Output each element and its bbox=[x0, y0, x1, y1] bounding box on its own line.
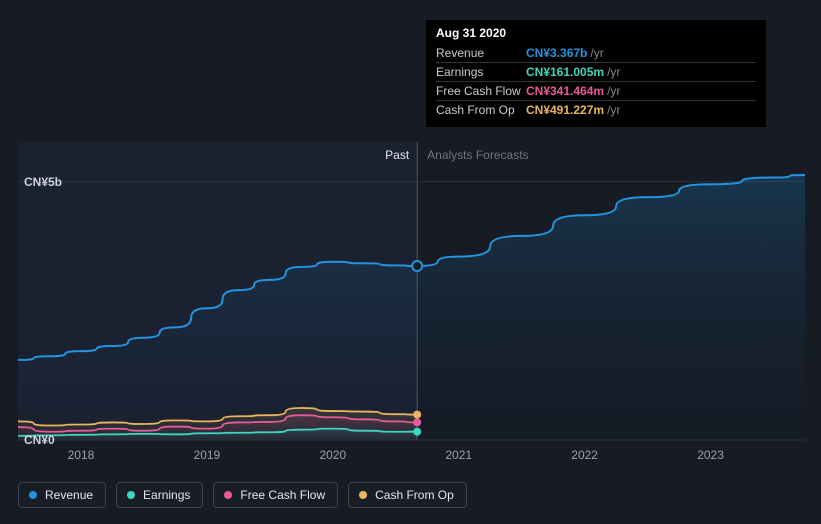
tooltip-row: Cash From OpCN¥491.227m/yr bbox=[436, 101, 756, 119]
legend-swatch-icon bbox=[359, 491, 367, 499]
end-dot-earnings[interactable] bbox=[413, 428, 421, 436]
y-axis-label: CN¥5b bbox=[24, 175, 62, 189]
x-axis-label: 2018 bbox=[68, 448, 95, 462]
legend-item-revenue[interactable]: Revenue bbox=[18, 482, 106, 508]
chart-legend: Revenue Earnings Free Cash Flow Cash From O… bbox=[18, 482, 467, 508]
region-label-past: Past bbox=[385, 148, 409, 162]
legend-item-free_cash_flow[interactable]: Free Cash Flow bbox=[213, 482, 338, 508]
tooltip-date: Aug 31 2020 bbox=[436, 26, 756, 40]
tooltip-row-value: CN¥3.367b bbox=[526, 46, 587, 60]
tooltip-row: Free Cash FlowCN¥341.464m/yr bbox=[436, 82, 756, 101]
x-axis-label: 2022 bbox=[571, 448, 598, 462]
y-axis-label: CN¥0 bbox=[24, 433, 55, 447]
chart-tooltip: Aug 31 2020 RevenueCN¥3.367b/yrEarningsC… bbox=[426, 20, 766, 127]
legend-swatch-icon bbox=[29, 491, 37, 499]
legend-item-label: Cash From Op bbox=[375, 488, 454, 502]
x-axis-label: 2020 bbox=[319, 448, 346, 462]
legend-item-earnings[interactable]: Earnings bbox=[116, 482, 203, 508]
marker-revenue-dot[interactable] bbox=[412, 261, 422, 271]
tooltip-row-value: CN¥161.005m bbox=[526, 65, 604, 79]
legend-swatch-icon bbox=[224, 491, 232, 499]
tooltip-row-label: Cash From Op bbox=[436, 103, 526, 117]
legend-item-label: Earnings bbox=[143, 488, 190, 502]
tooltip-row-suffix: /yr bbox=[590, 46, 603, 60]
tooltip-row-label: Earnings bbox=[436, 65, 526, 79]
legend-swatch-icon bbox=[127, 491, 135, 499]
tooltip-row-value: CN¥341.464m bbox=[526, 84, 604, 98]
financials-chart: Aug 31 2020 RevenueCN¥3.367b/yrEarningsC… bbox=[0, 0, 821, 524]
tooltip-row: RevenueCN¥3.367b/yr bbox=[436, 44, 756, 63]
legend-item-label: Revenue bbox=[45, 488, 93, 502]
legend-item-cash_from_op[interactable]: Cash From Op bbox=[348, 482, 467, 508]
end-dot-free_cash_flow[interactable] bbox=[413, 418, 421, 426]
tooltip-row-label: Free Cash Flow bbox=[436, 84, 526, 98]
tooltip-row-suffix: /yr bbox=[607, 103, 620, 117]
tooltip-row-suffix: /yr bbox=[607, 84, 620, 98]
x-axis-label: 2021 bbox=[445, 448, 472, 462]
x-axis-label: 2023 bbox=[697, 448, 724, 462]
tooltip-row: EarningsCN¥161.005m/yr bbox=[436, 63, 756, 82]
region-label-forecast: Analysts Forecasts bbox=[427, 148, 528, 162]
tooltip-row-suffix: /yr bbox=[607, 65, 620, 79]
legend-item-label: Free Cash Flow bbox=[240, 488, 325, 502]
end-dot-cash_from_op[interactable] bbox=[413, 411, 421, 419]
tooltip-row-value: CN¥491.227m bbox=[526, 103, 604, 117]
x-axis-label: 2019 bbox=[194, 448, 221, 462]
tooltip-row-label: Revenue bbox=[436, 46, 526, 60]
